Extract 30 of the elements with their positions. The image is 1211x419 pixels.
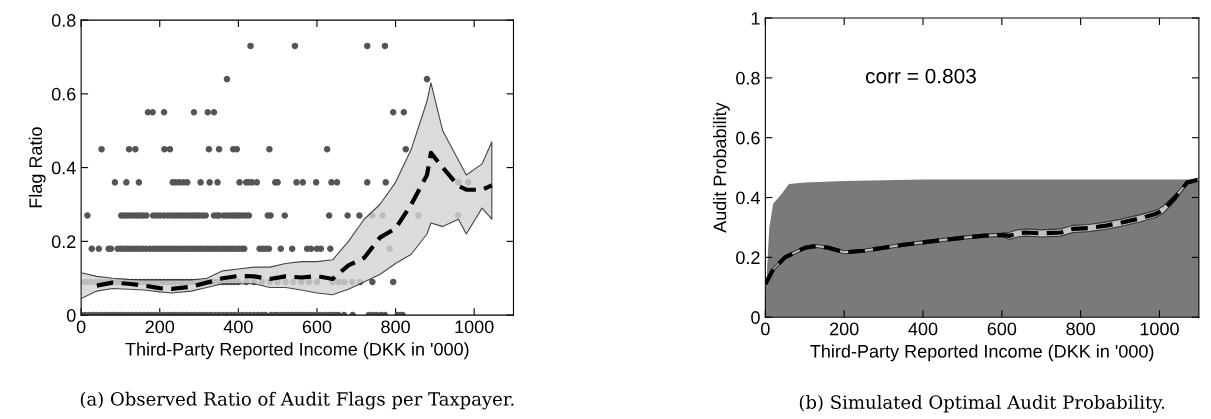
text: (a) Observed Ratio of Audit Flags per Taxpayer. xyxy=(80,391,514,410)
x-tick-label: 0 xyxy=(761,322,770,336)
y-tick-label: 1 xyxy=(751,12,760,25)
x-axis-title: Third-Party Reported Income (DKK in '000) xyxy=(810,344,1154,362)
y-tick-label: 0 xyxy=(66,309,76,322)
y-tick-label: 0.8 xyxy=(51,14,76,27)
y-tick-label: 0.6 xyxy=(736,131,760,145)
x-tick-label: 200 xyxy=(830,322,859,336)
annotation: corr = 0.803 xyxy=(865,68,976,84)
x-tick-label: 1000 xyxy=(455,320,494,334)
x-tick-label: 600 xyxy=(302,320,332,334)
x-tick-label: 0 xyxy=(76,320,86,334)
y-axis-title: Audit Probability xyxy=(713,102,730,233)
y-tick-label: 0.2 xyxy=(736,251,760,265)
x-tick-label: 600 xyxy=(987,322,1017,336)
x-axis-title: Third-Party Reported Income (DKK in '000) xyxy=(125,342,469,360)
x-tick-label: 1000 xyxy=(1140,322,1179,336)
y-tick-label: 0 xyxy=(751,311,760,324)
text: (b) Simulated Optimal Audit Probability. xyxy=(799,394,1165,413)
x-tick-label: 800 xyxy=(1066,322,1096,336)
x-tick-label: 200 xyxy=(145,320,175,334)
y-tick-label: 0.4 xyxy=(51,161,76,175)
x-tick-label: 400 xyxy=(223,320,253,334)
y-tick-label: 0.2 xyxy=(51,235,76,249)
y-tick-label: 0.6 xyxy=(51,87,76,101)
y-axis-title: Flag Ratio xyxy=(28,127,46,208)
y-tick-label: 0.8 xyxy=(736,71,760,85)
x-tick-label: 800 xyxy=(381,320,410,334)
y-tick-label: 0.4 xyxy=(736,191,760,205)
x-tick-label: 400 xyxy=(908,322,938,336)
